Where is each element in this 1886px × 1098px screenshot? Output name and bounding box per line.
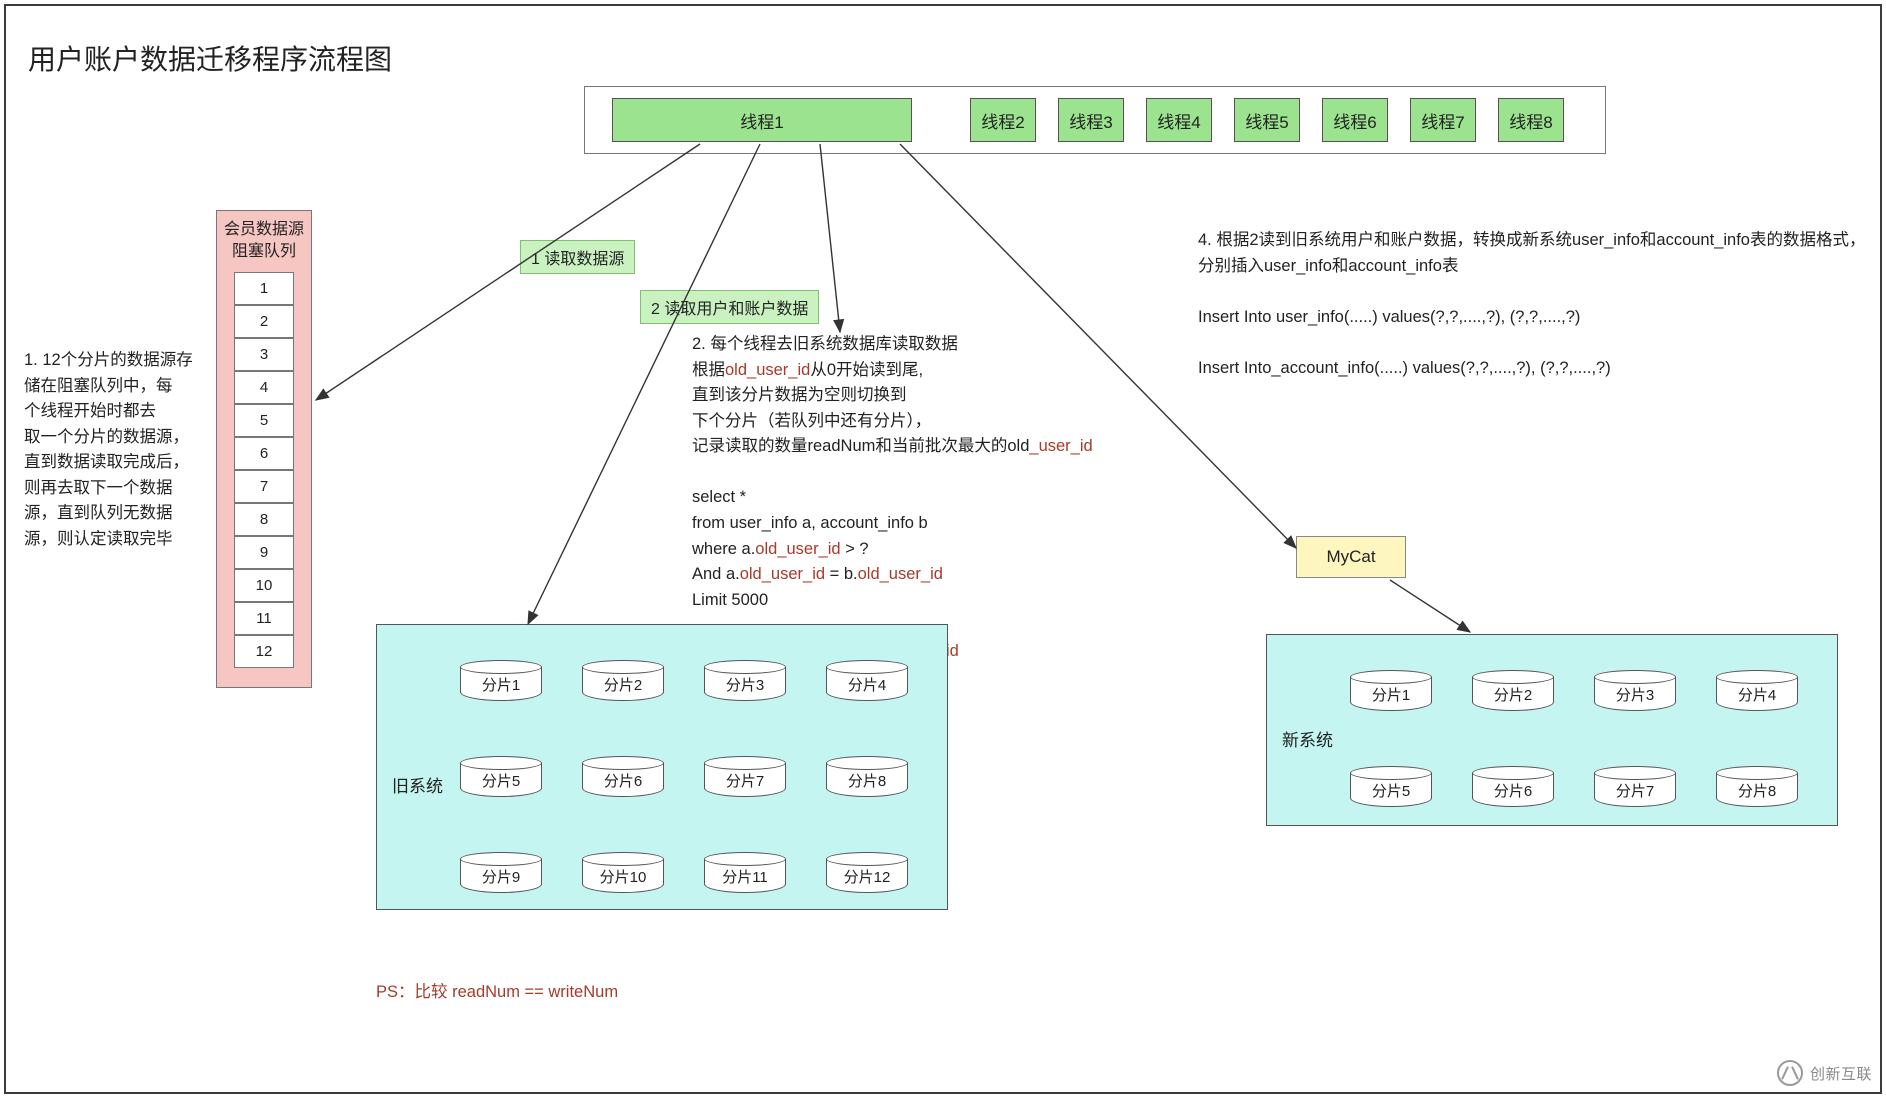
queue-cell-2: 2 <box>234 305 294 338</box>
queue-title-line1: 会员数据源 <box>224 221 304 238</box>
new-shard-1: 分片1 <box>1350 670 1432 712</box>
new-shard-2: 分片2 <box>1472 670 1554 712</box>
queue-cell-1: 1 <box>234 272 294 305</box>
old-shard-5: 分片5 <box>460 756 542 798</box>
old-shard-8: 分片8 <box>826 756 908 798</box>
thread-cell-3: 线程3 <box>1058 98 1124 142</box>
queue-cell-8: 8 <box>234 503 294 536</box>
mycat-node: MyCat <box>1296 536 1406 578</box>
queue-title-line2: 阻塞队列 <box>232 243 296 260</box>
queue-cell-3: 3 <box>234 338 294 371</box>
new-shard-4: 分片4 <box>1716 670 1798 712</box>
watermark: 创新互联 <box>1777 1060 1872 1086</box>
old-shard-3: 分片3 <box>704 660 786 702</box>
queue-cell-12: 12 <box>234 635 294 668</box>
diagram-title: 用户账户数据迁移程序流程图 <box>28 38 392 78</box>
new-shard-5: 分片5 <box>1350 766 1432 808</box>
old-shard-6: 分片6 <box>582 756 664 798</box>
old-shard-4: 分片4 <box>826 660 908 702</box>
thread-cell-8: 线程8 <box>1498 98 1564 142</box>
step-2-label: 2 读取用户和账户数据 <box>640 290 819 324</box>
old-shard-9: 分片9 <box>460 852 542 894</box>
thread-cell-6: 线程6 <box>1322 98 1388 142</box>
step-1-label: 1 读取数据源 <box>520 240 635 274</box>
old-system-label: 旧系统 <box>392 772 443 797</box>
queue-cell-5: 5 <box>234 404 294 437</box>
thread-cell-5: 线程5 <box>1234 98 1300 142</box>
new-shard-6: 分片6 <box>1472 766 1554 808</box>
thread-cell-2: 线程2 <box>970 98 1036 142</box>
note-step4: 4. 根据2读到旧系统用户和账户数据，转换成新系统user_info和accou… <box>1198 228 1865 381</box>
queue-cell-10: 10 <box>234 569 294 602</box>
new-shard-7: 分片7 <box>1594 766 1676 808</box>
thread-cell-4: 线程4 <box>1146 98 1212 142</box>
watermark-text: 创新互联 <box>1810 1063 1872 1084</box>
queue-cell-6: 6 <box>234 437 294 470</box>
thread-cell-1: 线程1 <box>612 98 912 142</box>
old-shard-12: 分片12 <box>826 852 908 894</box>
queue-cell-9: 9 <box>234 536 294 569</box>
queue-title: 会员数据源 阻塞队列 <box>217 211 311 262</box>
queue-cell-4: 4 <box>234 371 294 404</box>
old-shard-7: 分片7 <box>704 756 786 798</box>
old-shard-1: 分片1 <box>460 660 542 702</box>
old-shard-11: 分片11 <box>704 852 786 894</box>
note-step2: 2. 每个线程去旧系统数据库读取数据根据old_user_id从0开始读到尾,直… <box>692 332 1093 664</box>
new-system-label: 新系统 <box>1282 726 1333 751</box>
new-shard-3: 分片3 <box>1594 670 1676 712</box>
thread-cell-7: 线程7 <box>1410 98 1476 142</box>
note-left: 1. 12个分片的数据源存 储在阻塞队列中，每 个线程开始时都去 取一个分片的数… <box>24 348 193 553</box>
ps-note: PS：比较 readNum == writeNum <box>376 980 618 1006</box>
diagram-canvas: 用户账户数据迁移程序流程图 会员数据源 阻塞队列 1. 12个分片的数据源存 储… <box>0 0 1886 1098</box>
new-shard-8: 分片8 <box>1716 766 1798 808</box>
queue-cell-11: 11 <box>234 602 294 635</box>
queue-cell-7: 7 <box>234 470 294 503</box>
watermark-logo-icon <box>1777 1060 1803 1086</box>
old-shard-2: 分片2 <box>582 660 664 702</box>
old-shard-10: 分片10 <box>582 852 664 894</box>
